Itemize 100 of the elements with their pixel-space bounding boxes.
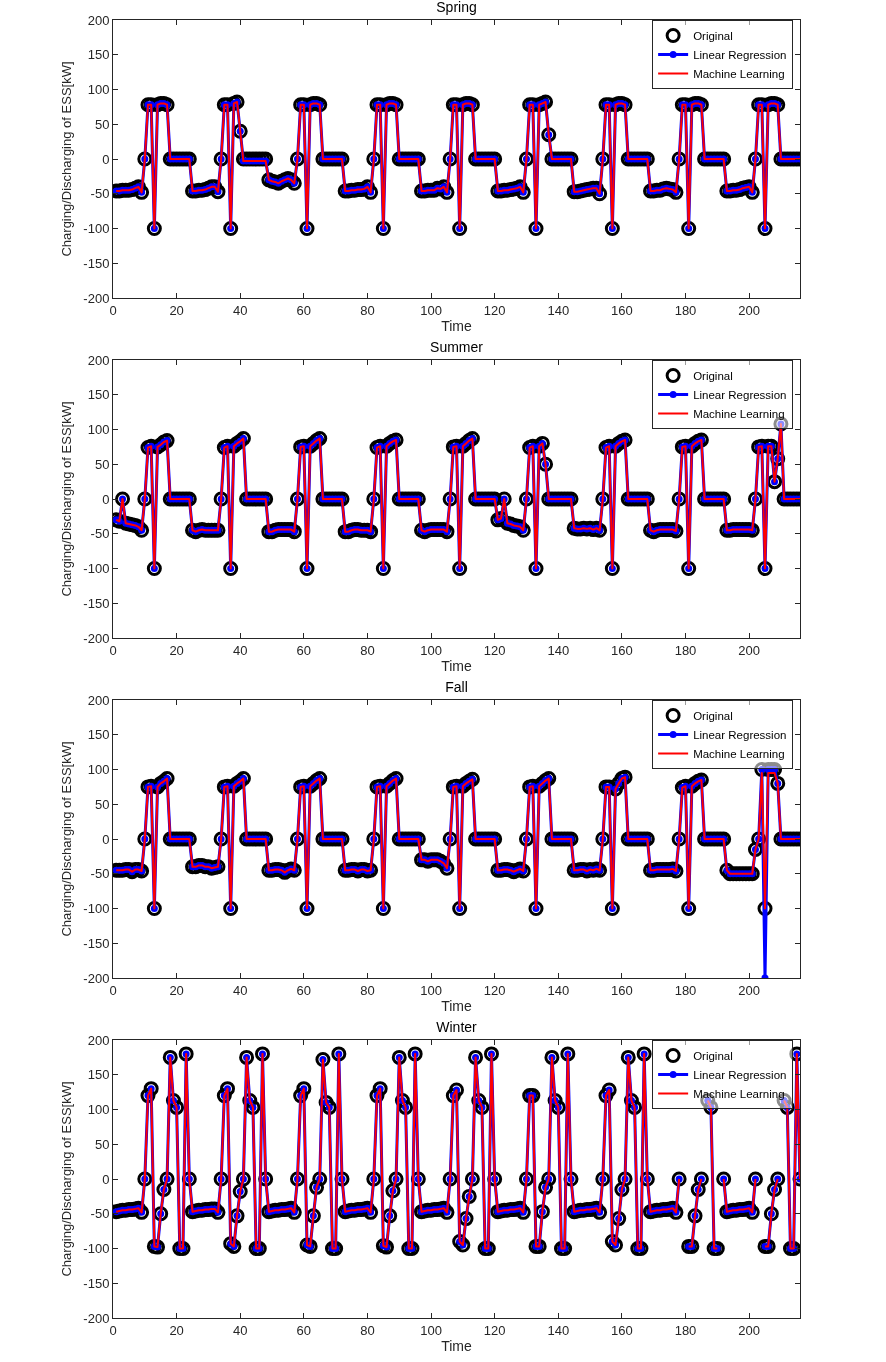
x-tick-label: 160 [611, 302, 633, 318]
y-tick-label: 150 [87, 727, 110, 743]
legend-label: Machine Learning [693, 1087, 785, 1100]
x-tick-label: 140 [547, 1322, 570, 1338]
legend-label: Machine Learning [693, 747, 785, 760]
legend-label: Original [693, 709, 733, 722]
x-tick-label: 40 [232, 302, 248, 318]
legend-label: Linear Regression [693, 1068, 787, 1081]
y-tick-label: -150 [83, 595, 110, 611]
chart-title: Summer [430, 338, 484, 355]
y-axis-title: Charging/Discharging of ESS[kW] [59, 1081, 75, 1277]
chart-title: Winter [436, 1018, 478, 1035]
y-tick-label: -50 [90, 186, 110, 202]
x-tick-label: 40 [232, 1322, 248, 1338]
x-axis-title: Time [441, 997, 473, 1014]
x-tick-label: 160 [611, 1322, 633, 1338]
y-tick-label: -50 [90, 1206, 110, 1222]
chart-title: Spring [436, 0, 477, 15]
x-tick-label: 200 [738, 302, 760, 318]
legend-label: Machine Learning [693, 407, 785, 420]
y-axis-title: Charging/Discharging of ESS[kW] [59, 741, 75, 937]
x-tick-label: 80 [360, 1322, 375, 1338]
x-axis-title: Time [441, 657, 473, 674]
x-tick-label: 80 [360, 302, 375, 318]
y-tick-label: -200 [83, 290, 110, 306]
y-tick-label: -100 [83, 561, 110, 577]
x-tick-label: 100 [420, 302, 442, 318]
x-tick-label: 160 [611, 982, 633, 998]
x-tick-label: 200 [738, 982, 760, 998]
y-tick-label: 0 [102, 491, 110, 507]
x-tick-label: 60 [296, 642, 312, 658]
x-tick-label: 180 [674, 302, 697, 318]
x-axis-title: Time [441, 317, 473, 334]
y-tick-label: -150 [83, 255, 110, 271]
x-tick-label: 120 [483, 642, 506, 658]
x-tick-label: 20 [169, 982, 184, 998]
x-tick-label: 80 [360, 982, 375, 998]
legend-label: Linear Regression [693, 728, 787, 741]
y-tick-label: -100 [83, 901, 110, 917]
x-tick-label: 100 [420, 1322, 442, 1338]
y-tick-label: -150 [83, 1275, 110, 1291]
y-tick-label: 0 [102, 1171, 110, 1187]
x-tick-label: 160 [611, 642, 633, 658]
y-tick-label: -50 [90, 866, 110, 882]
x-tick-label: 180 [674, 1322, 697, 1338]
y-axis-title: Charging/Discharging of ESS[kW] [59, 61, 75, 257]
y-tick-label: 50 [94, 796, 110, 812]
x-tick-label: 60 [296, 1322, 312, 1338]
y-tick-label: 100 [87, 422, 110, 438]
legend-label: Original [693, 1049, 733, 1062]
x-tick-label: 20 [169, 1322, 184, 1338]
x-tick-label: 200 [738, 1322, 760, 1338]
y-tick-label: 200 [87, 12, 110, 28]
x-tick-label: 140 [547, 642, 570, 658]
x-axis-title: Time [441, 1337, 473, 1354]
x-tick-label: 120 [483, 302, 506, 318]
y-tick-label: -200 [83, 970, 110, 986]
legend-label: Original [693, 29, 733, 42]
x-tick-label: 60 [296, 302, 312, 318]
x-tick-label: 60 [296, 982, 312, 998]
x-tick-label: 80 [360, 642, 375, 658]
y-tick-label: -200 [83, 1310, 110, 1326]
x-tick-label: 100 [420, 642, 442, 658]
y-tick-label: -150 [83, 935, 110, 951]
y-tick-label: 200 [87, 352, 110, 368]
y-tick-label: 50 [94, 1136, 110, 1152]
y-tick-label: -200 [83, 630, 110, 646]
y-tick-label: -100 [83, 1241, 110, 1257]
x-tick-label: 20 [169, 302, 184, 318]
y-tick-label: 200 [87, 1032, 110, 1048]
x-tick-label: 20 [169, 642, 184, 658]
y-tick-label: 150 [87, 387, 110, 403]
x-tick-label: 100 [420, 982, 442, 998]
x-tick-label: 200 [738, 642, 760, 658]
y-tick-label: 150 [87, 1067, 110, 1083]
y-tick-label: -50 [90, 526, 110, 542]
x-tick-label: 120 [483, 982, 506, 998]
legend-label: Linear Regression [693, 48, 787, 61]
y-tick-label: 200 [87, 692, 110, 708]
legend-label: Original [693, 369, 733, 382]
legend-label: Linear Regression [693, 388, 787, 401]
y-tick-label: 100 [87, 1102, 110, 1118]
y-tick-label: 150 [87, 47, 110, 63]
y-tick-label: 50 [94, 456, 110, 472]
y-tick-label: 100 [87, 82, 110, 98]
chart-title: Fall [445, 678, 468, 695]
y-tick-label: 0 [102, 831, 110, 847]
x-tick-label: 40 [232, 982, 248, 998]
x-tick-label: 180 [674, 642, 697, 658]
x-tick-label: 140 [547, 302, 570, 318]
legend-label: Machine Learning [693, 67, 785, 80]
y-tick-label: 50 [94, 116, 110, 132]
x-tick-label: 120 [483, 1322, 506, 1338]
x-tick-label: 40 [232, 642, 248, 658]
y-tick-label: 100 [87, 762, 110, 778]
y-tick-label: 0 [102, 151, 110, 167]
y-tick-label: -100 [83, 221, 110, 237]
x-tick-label: 140 [547, 982, 570, 998]
y-axis-title: Charging/Discharging of ESS[kW] [59, 401, 75, 597]
x-tick-label: 180 [674, 982, 697, 998]
